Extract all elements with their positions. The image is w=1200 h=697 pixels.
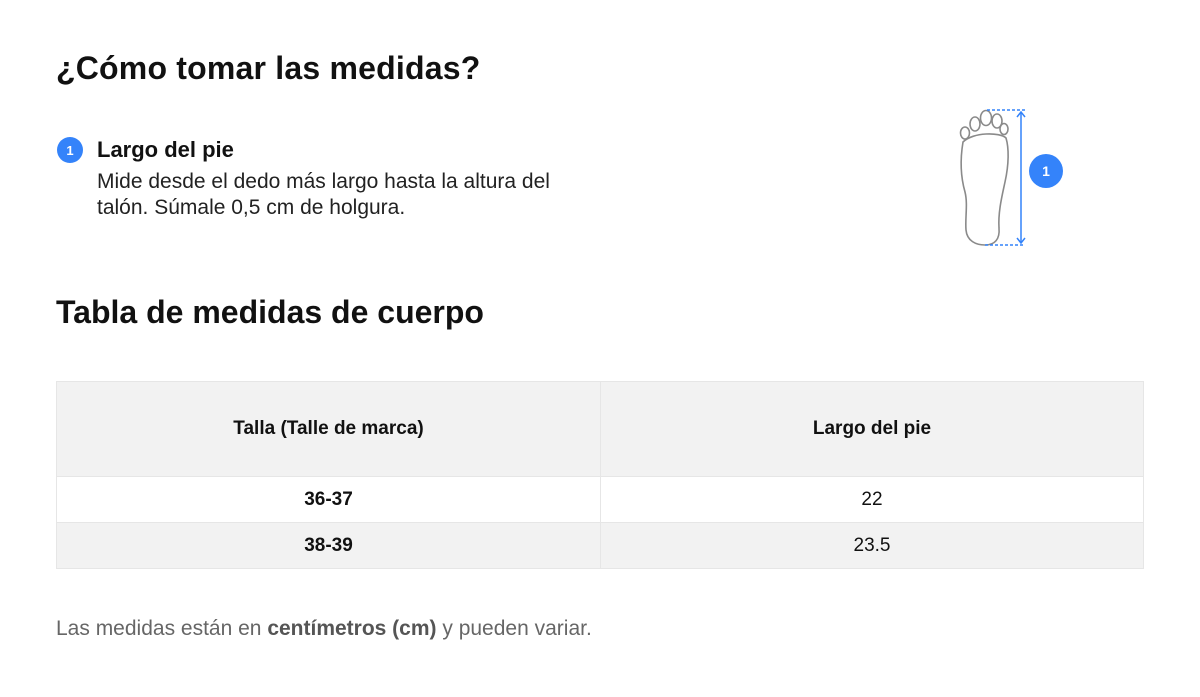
step-title: Largo del pie <box>97 137 234 162</box>
size-table-title: Tabla de medidas de cuerpo <box>56 294 484 330</box>
units-note-text-start: Las medidas están en <box>56 617 268 640</box>
measure-marker-circle <box>1029 154 1063 188</box>
foot-length-cell: 22 <box>600 476 1144 523</box>
size-cell: 38-39 <box>56 522 601 569</box>
size-table: Talla (Talle de marca) Largo del pie 36-… <box>56 381 1144 569</box>
measure-marker-number: 1 <box>1042 163 1050 179</box>
foot-length-cell: 23.5 <box>600 522 1144 569</box>
step-text: Largo del pie Mide desde el dedo más lar… <box>97 136 567 221</box>
foot-outline-icon <box>959 109 1009 246</box>
units-note: Las medidas están en centímetros (cm) y … <box>56 617 592 641</box>
foot-measurement-illustration: 1 <box>959 109 1063 246</box>
step-description: Mide desde el dedo más largo hasta la al… <box>97 170 550 219</box>
foot-length-column-header: Largo del pie <box>600 381 1144 477</box>
size-cell: 36-37 <box>56 476 601 523</box>
length-measure-line <box>985 109 1026 246</box>
size-column-header: Talla (Talle de marca) <box>56 381 601 477</box>
page-title: ¿Cómo tomar las medidas? <box>56 50 481 86</box>
table-row: 38-39 23.5 <box>56 522 1144 569</box>
units-note-bold: centímetros (cm) <box>267 617 437 640</box>
table-header-row: Talla (Talle de marca) Largo del pie <box>56 381 1144 477</box>
units-note-text-end: y pueden variar. <box>436 617 592 640</box>
step-number-badge: 1 <box>57 137 83 163</box>
measurement-step: 1 Largo del pie Mide desde el dedo más l… <box>57 136 567 221</box>
table-row: 36-37 22 <box>56 476 1144 523</box>
